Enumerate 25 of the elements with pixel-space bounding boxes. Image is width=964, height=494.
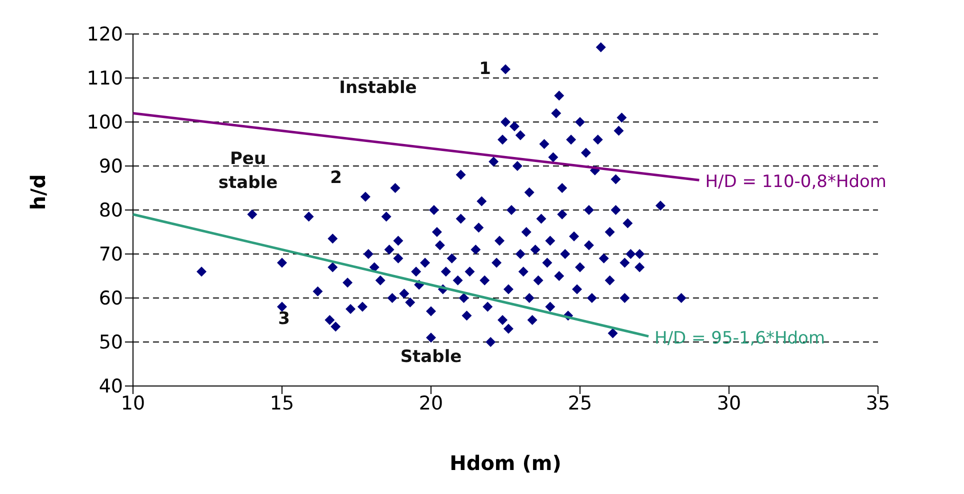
y-tick-label: 80 bbox=[98, 200, 123, 222]
y-tick-label: 50 bbox=[98, 332, 123, 354]
annotation: Stable bbox=[399, 346, 463, 369]
annotation: 3 bbox=[277, 308, 291, 331]
x-tick-label: 25 bbox=[568, 392, 592, 414]
y-axis-title: h/d bbox=[26, 174, 50, 210]
annotation: 2 bbox=[329, 167, 343, 190]
annotation: Instable bbox=[338, 77, 418, 100]
y-tick-label: 110 bbox=[86, 68, 123, 90]
y-tick-label: 70 bbox=[98, 244, 123, 266]
x-tick-label: 30 bbox=[716, 392, 742, 414]
x-tick-label: 10 bbox=[120, 392, 146, 414]
x-tick-label: 15 bbox=[270, 392, 294, 414]
y-tick-label: 60 bbox=[98, 288, 123, 310]
series-label: H/D = 95-1,6*Hdom bbox=[654, 328, 826, 348]
annotation: 1 bbox=[478, 58, 492, 81]
y-tick-label: 40 bbox=[98, 376, 123, 398]
x-tick-label: 20 bbox=[418, 392, 444, 414]
x-axis-title: Hdom (m) bbox=[450, 451, 562, 475]
y-tick-label: 90 bbox=[98, 156, 123, 178]
y-tick-label: 100 bbox=[86, 112, 123, 134]
y-tick-label: 120 bbox=[86, 24, 123, 46]
series-label: H/D = 110-0,8*Hdom bbox=[705, 172, 887, 192]
annotation: Peu stable bbox=[217, 148, 279, 195]
x-tick-label: 35 bbox=[866, 392, 890, 414]
